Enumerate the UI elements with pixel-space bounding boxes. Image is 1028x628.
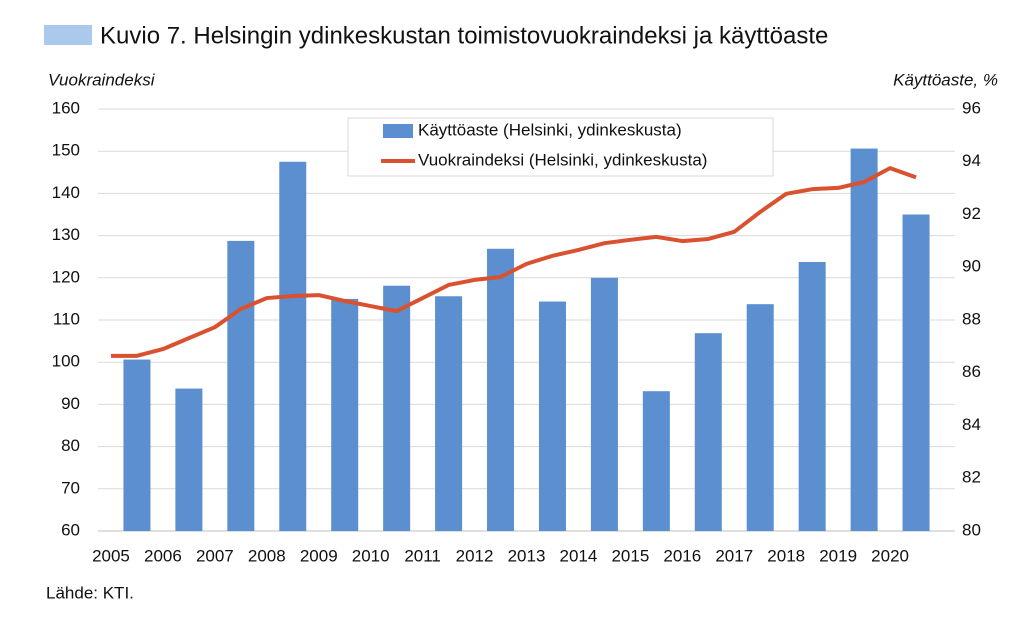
x-tick-label: 2013 xyxy=(508,546,546,565)
bar xyxy=(175,388,203,531)
bar xyxy=(538,301,566,531)
x-tick-label: 2009 xyxy=(300,546,338,565)
x-tick-label: 2019 xyxy=(819,546,857,565)
bar xyxy=(694,333,722,531)
x-tick-label: 2015 xyxy=(611,546,649,565)
y-tick-label: 60 xyxy=(61,520,80,539)
x-tick-label: 2005 xyxy=(92,546,130,565)
y2-axis-title: Käyttöaste, % xyxy=(893,70,998,89)
y2-tick-label: 94 xyxy=(962,151,981,170)
y2-tick-label: 88 xyxy=(962,309,981,328)
bar xyxy=(590,277,618,531)
y-tick-label: 90 xyxy=(61,394,80,413)
x-tick-label: 2014 xyxy=(560,546,598,565)
y2-tick-label: 90 xyxy=(962,257,981,276)
x-tick-label: 2012 xyxy=(456,546,494,565)
y-axis-title: Vuokraindeksi xyxy=(48,70,156,89)
y2-tick-label: 92 xyxy=(962,204,981,223)
y2-tick-label: 82 xyxy=(962,468,981,487)
bar xyxy=(227,240,255,531)
line xyxy=(110,166,917,358)
y-tick-label: 150 xyxy=(52,141,80,160)
bar xyxy=(435,296,463,531)
x-tick-label: 2011 xyxy=(404,546,441,565)
x-tick-label: 2017 xyxy=(715,546,753,565)
legend-label: Vuokraindeksi (Helsinki, ydinkeskusta) xyxy=(418,150,707,169)
bar xyxy=(383,285,411,531)
x-tick-label: 2016 xyxy=(663,546,701,565)
y2-tick-label: 96 xyxy=(962,98,981,117)
y-tick-label: 110 xyxy=(53,309,80,328)
bar xyxy=(798,261,826,531)
bar xyxy=(850,148,878,531)
title-marker xyxy=(44,25,92,45)
y-tick-label: 130 xyxy=(52,225,80,244)
x-tick-label: 2008 xyxy=(248,546,286,565)
y-tick-label: 120 xyxy=(52,267,80,286)
y2-tick-label: 84 xyxy=(962,415,981,434)
bar xyxy=(746,304,774,531)
x-tick-label: 2010 xyxy=(352,546,390,565)
y-tick-label: 160 xyxy=(52,98,80,117)
legend: Käyttöaste (Helsinki, ydinkeskusta) Vuokr… xyxy=(347,117,774,177)
bar xyxy=(279,161,307,531)
plot xyxy=(110,148,930,531)
y-tick-label: 70 xyxy=(61,478,80,497)
bar xyxy=(123,359,151,531)
legend-swatch xyxy=(383,124,413,138)
x-tick-label: 2020 xyxy=(871,546,909,565)
bar xyxy=(331,298,359,531)
legend-label: Käyttöaste (Helsinki, ydinkeskusta) xyxy=(418,120,682,139)
y-tick-label: 100 xyxy=(52,352,80,371)
x-tick-label: 2006 xyxy=(144,546,182,565)
bar xyxy=(902,214,930,531)
chart-title: Kuvio 7. Helsingin ydinkeskustan toimist… xyxy=(100,22,828,49)
y-tick-label: 80 xyxy=(61,436,80,455)
legend-box xyxy=(347,117,774,177)
source: Lähde: KTI. xyxy=(46,583,134,602)
y2-tick-label: 86 xyxy=(962,362,981,381)
x-tick-label: 2007 xyxy=(196,546,234,565)
bar xyxy=(487,248,515,531)
bar xyxy=(642,391,670,531)
y-tick-label: 140 xyxy=(52,183,80,202)
y2-tick-label: 80 xyxy=(962,520,981,539)
x-tick-label: 2018 xyxy=(767,546,805,565)
